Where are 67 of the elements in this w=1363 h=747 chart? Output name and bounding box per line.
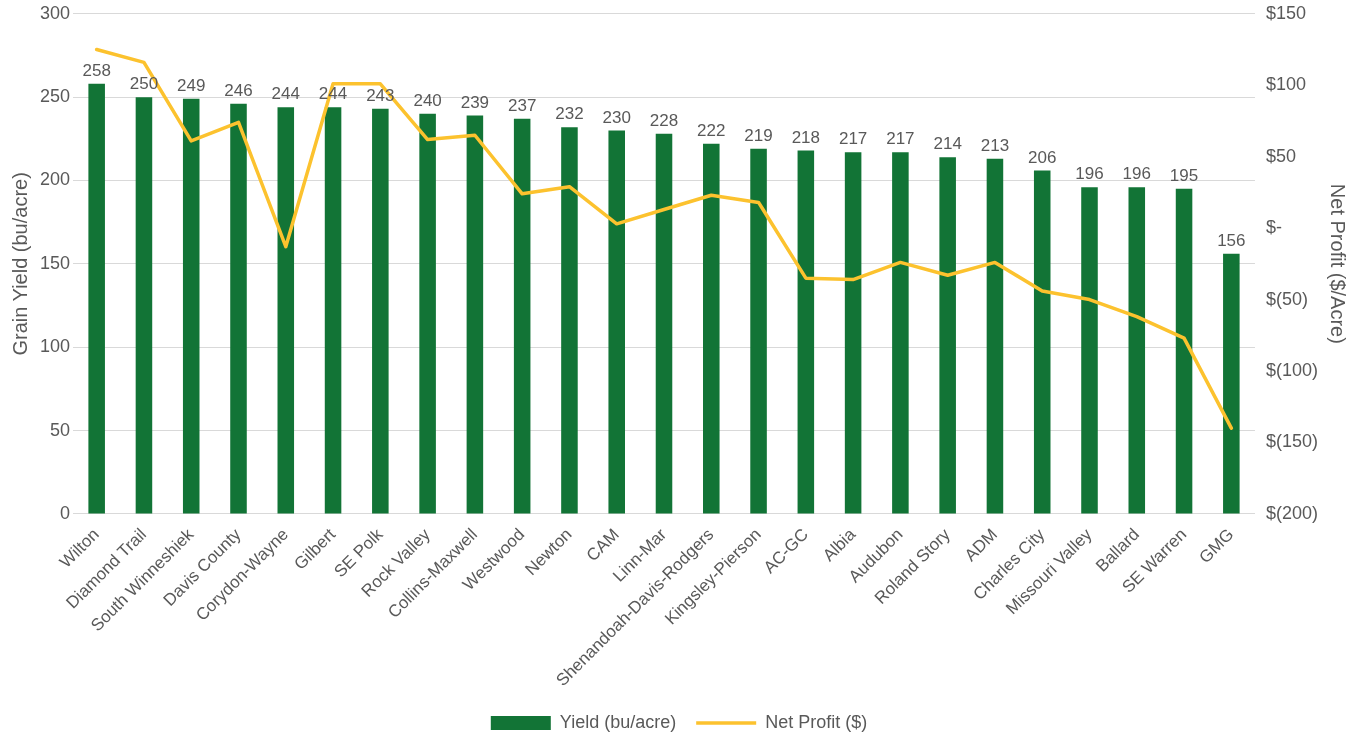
- data-label: 249: [177, 76, 206, 95]
- bar: [324, 107, 342, 514]
- data-label: 250: [129, 74, 159, 94]
- data-label: 156: [1217, 231, 1246, 251]
- bar: [1033, 170, 1051, 514]
- y-tick-label: 150: [39, 252, 71, 273]
- y-tick-label: 200: [39, 169, 71, 190]
- y-tick-label: 50: [50, 419, 71, 440]
- legend-label: Yield (bu/acre): [559, 711, 677, 732]
- y2-tick-label: $100: [1265, 74, 1307, 95]
- bar: [1081, 187, 1098, 514]
- bar: [892, 152, 909, 514]
- data-label: 258: [82, 61, 111, 80]
- bar: [750, 148, 767, 514]
- y-tick-label: 300: [39, 2, 71, 23]
- data-label: 244: [271, 84, 300, 104]
- data-label: 218: [791, 127, 821, 147]
- y-axis-title: Grain Yield (bu/acre): [8, 172, 31, 356]
- legend-label: Net Profit ($): [765, 711, 868, 732]
- bar: [419, 113, 436, 514]
- bar: [703, 143, 720, 514]
- data-label: 214: [933, 134, 962, 154]
- data-label: 230: [602, 107, 631, 127]
- data-label: 217: [886, 129, 915, 149]
- bar: [372, 108, 389, 514]
- y2-tick-label: $(150): [1265, 431, 1318, 452]
- data-label: 239: [460, 92, 490, 112]
- y2-tick-label: $(200): [1265, 502, 1318, 523]
- bar: [230, 103, 247, 514]
- data-label: 246: [224, 81, 253, 100]
- data-label: 195: [1169, 166, 1199, 186]
- bar: [1128, 187, 1146, 514]
- bar: [135, 97, 153, 514]
- data-label: 217: [838, 129, 868, 149]
- data-label: 196: [1122, 164, 1151, 184]
- data-label: 228: [649, 111, 679, 131]
- y2-tick-label: $-: [1265, 217, 1282, 238]
- bar: [608, 130, 625, 514]
- data-label: 232: [555, 104, 584, 124]
- data-label: 206: [1028, 147, 1057, 167]
- y2-tick-label: $150: [1265, 2, 1307, 23]
- bar: [466, 115, 484, 514]
- bar: [986, 158, 1004, 514]
- y2-tick-label: $(100): [1265, 359, 1318, 380]
- y-tick-label: 0: [60, 502, 71, 523]
- data-label: 213: [980, 136, 1010, 156]
- data-label: 222: [697, 121, 726, 141]
- y2-tick-label: $50: [1265, 145, 1297, 166]
- bar: [844, 152, 862, 514]
- data-label: 196: [1075, 164, 1104, 184]
- bar: [182, 98, 200, 514]
- data-label: 219: [744, 126, 773, 146]
- y-tick-label: 250: [39, 86, 71, 107]
- data-label: 240: [413, 91, 442, 111]
- bar: [88, 83, 105, 514]
- bar: [513, 118, 531, 514]
- bar: [1175, 188, 1193, 514]
- y-tick-label: 100: [39, 336, 71, 357]
- data-label: 237: [507, 96, 537, 116]
- bar: [561, 127, 578, 514]
- bar: [1223, 253, 1240, 514]
- bar: [277, 107, 295, 514]
- y2-axis-title: Net Profit ($/Acre): [1327, 183, 1350, 344]
- bar: [655, 133, 673, 514]
- bar: [939, 157, 956, 514]
- y2-tick-label: $(50): [1265, 288, 1308, 309]
- bar: [797, 150, 815, 514]
